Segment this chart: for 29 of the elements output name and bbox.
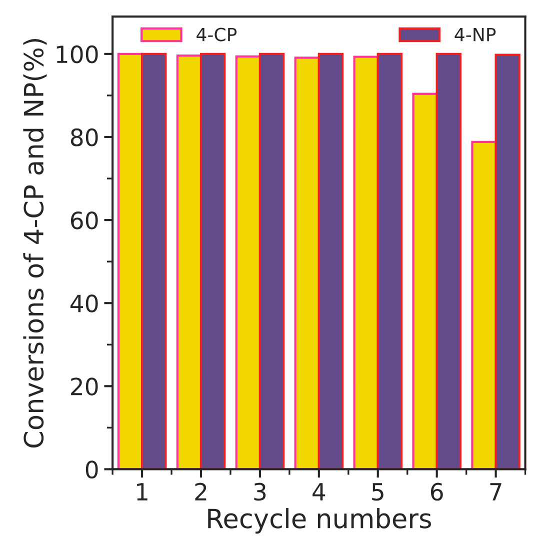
y-tick-label: 100 (56, 45, 98, 64)
bar (140, 52, 167, 470)
bar (471, 140, 497, 470)
legend-label: 4-NP (454, 28, 496, 42)
x-axis-title: Recycle numbers (208, 508, 431, 534)
bar (353, 56, 379, 470)
bar (436, 52, 462, 470)
bar (258, 52, 285, 470)
x-tick-label: 7 (490, 483, 502, 500)
bar (376, 52, 403, 470)
x-tick-label: 2 (195, 482, 206, 500)
y-tick-label: 80 (70, 128, 98, 146)
bar (294, 56, 320, 470)
legend-label: 4-CP (196, 28, 237, 42)
bar (200, 52, 226, 470)
y-tick-label: 20 (71, 378, 98, 396)
x-tick-label: 5 (372, 483, 384, 501)
y-tick-label: 40 (70, 294, 98, 312)
bar (117, 52, 144, 470)
bar (412, 92, 438, 470)
bar (318, 52, 344, 470)
x-tick-label: 6 (430, 482, 443, 501)
x-tick-label: 1 (137, 483, 148, 500)
y-axis-title: Conversions of 4-CP and NP(%) (23, 38, 47, 448)
x-tick-label: 3 (254, 482, 266, 501)
y-tick-label: 0 (86, 460, 98, 479)
x-tick-label: 4 (312, 483, 326, 500)
y-tick-label: 60 (70, 211, 98, 230)
bar (494, 54, 520, 470)
